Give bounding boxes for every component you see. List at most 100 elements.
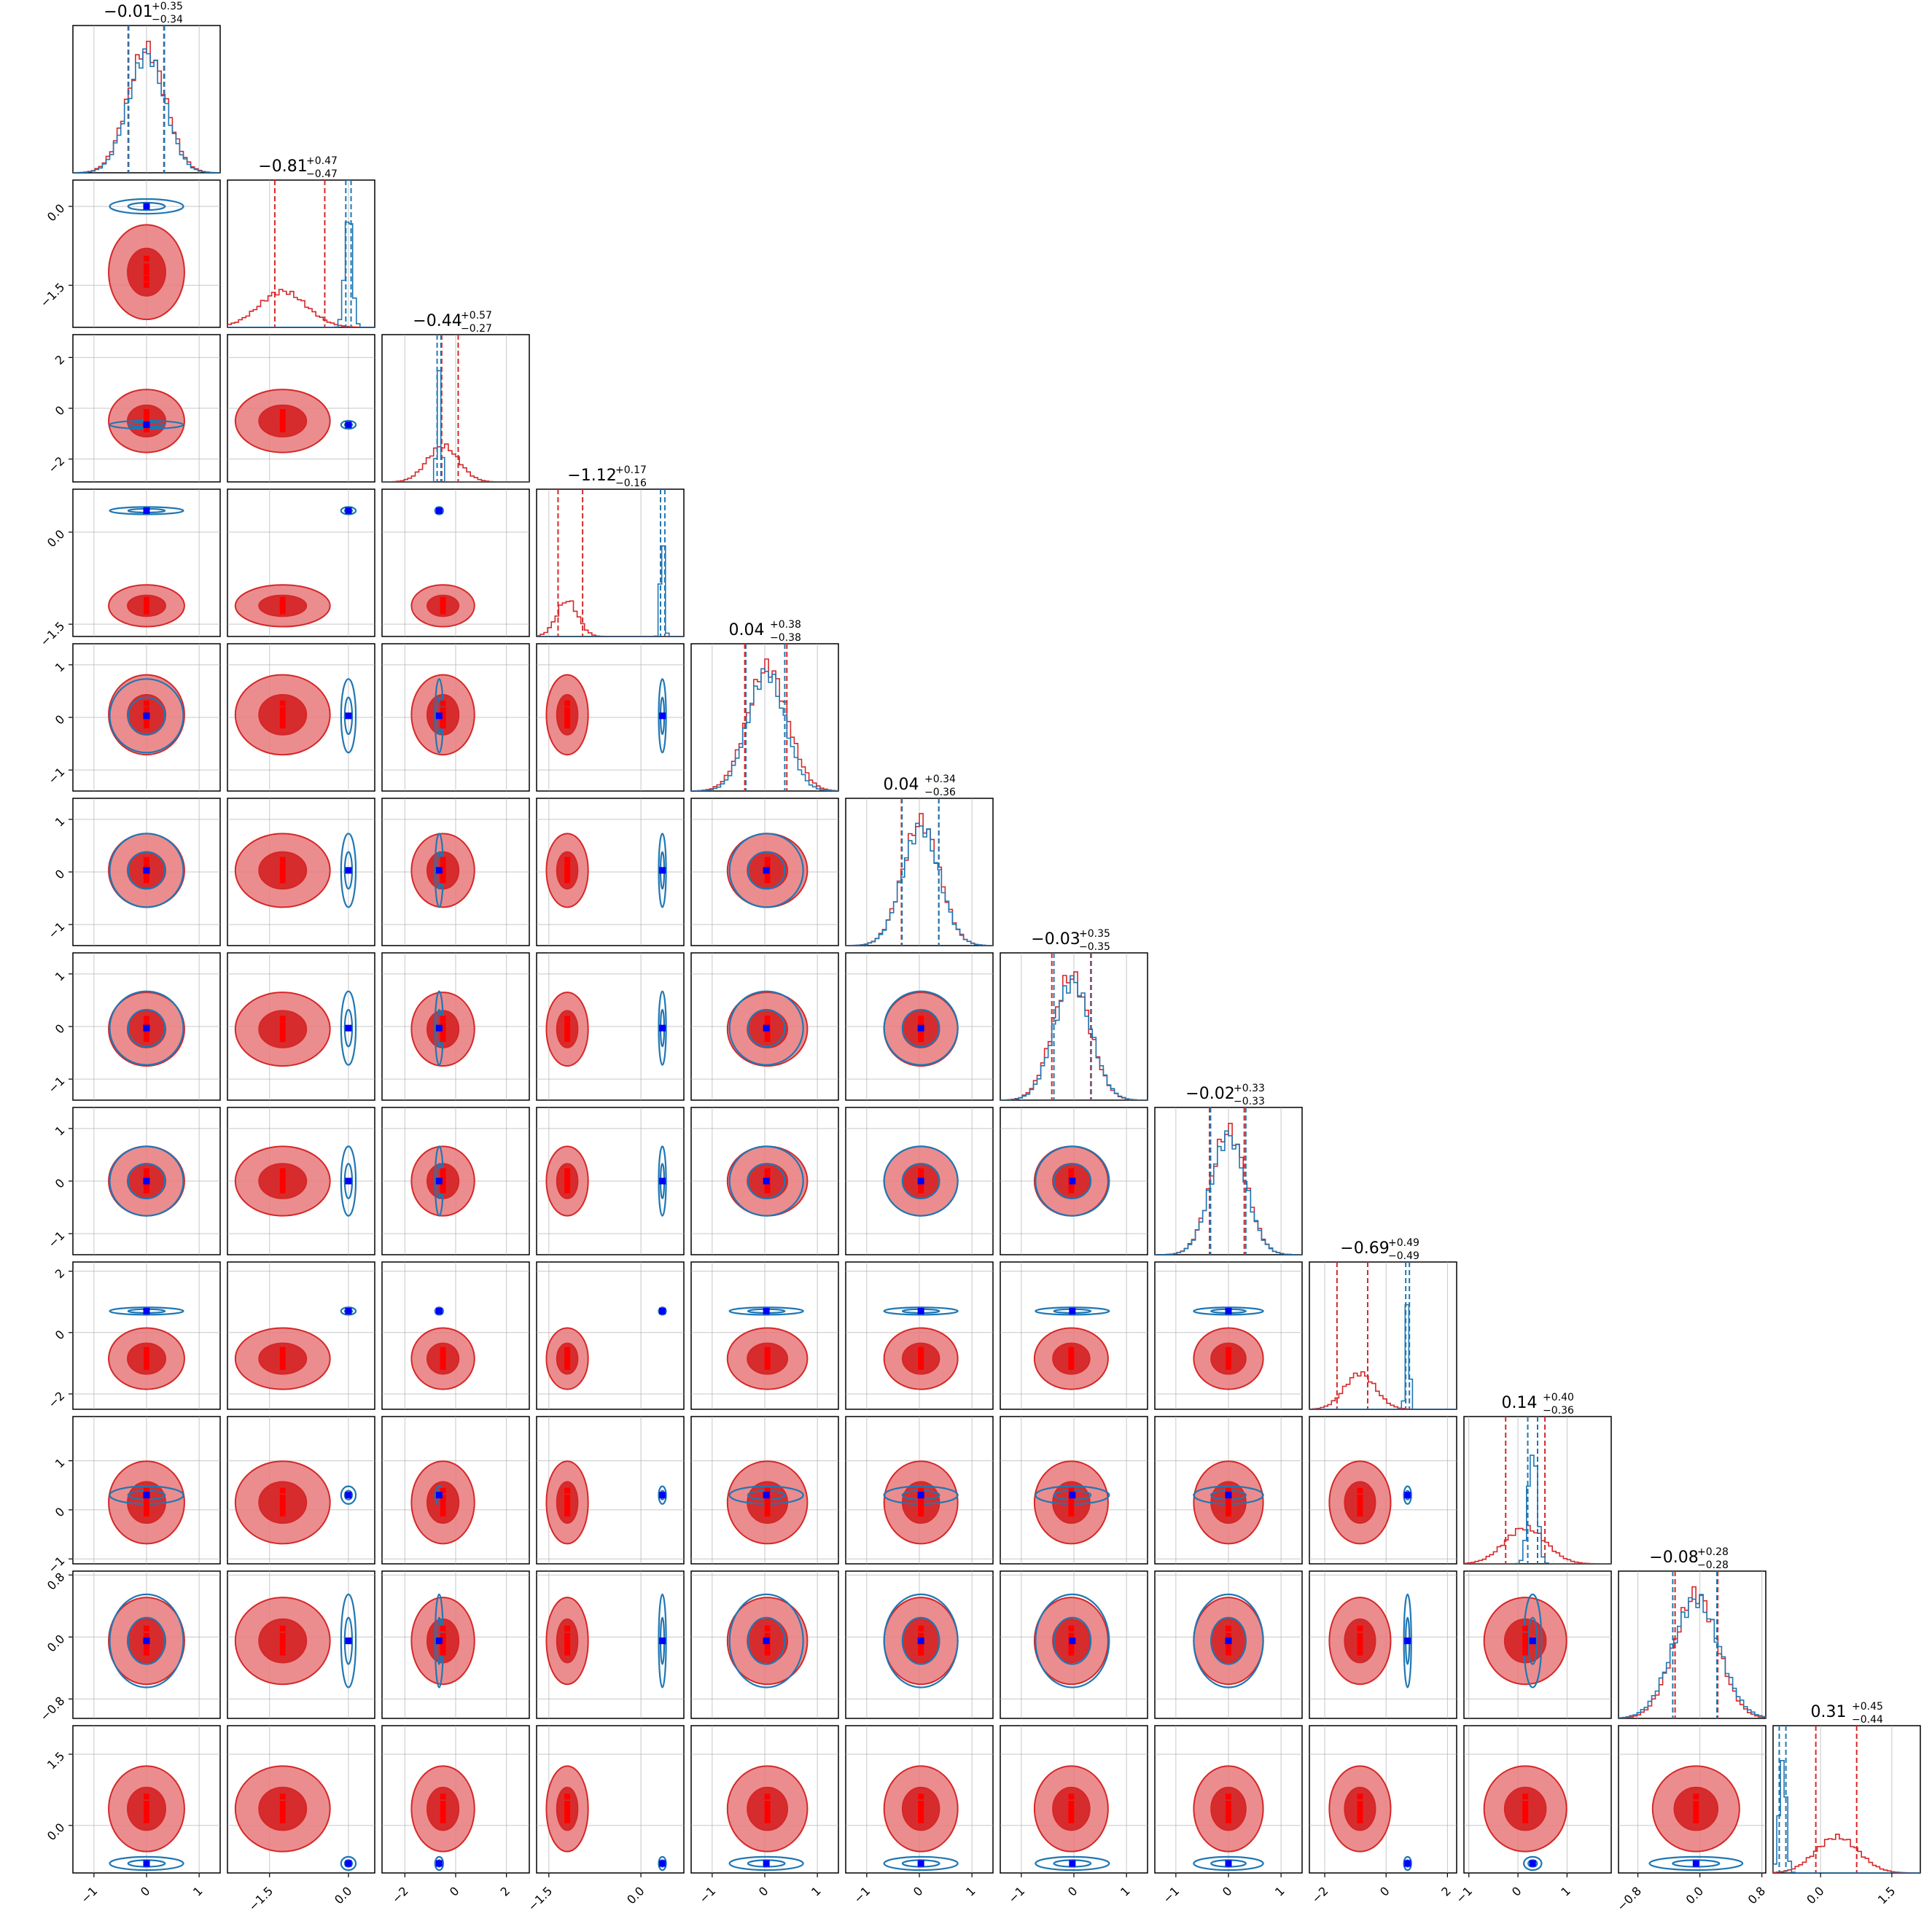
truth-red-marker: [1068, 1352, 1075, 1358]
panel-content: [227, 798, 375, 946]
histogram-red: [537, 600, 684, 636]
y-tick-label: 0: [52, 1021, 68, 1037]
truth-blue-marker: [345, 1860, 352, 1867]
y-tick-label: 0: [52, 403, 68, 418]
panel-4-0: −1 0 1: [45, 643, 221, 792]
panel-2-1: [227, 334, 375, 483]
contour-blue: [658, 678, 667, 754]
truth-red-marker: [144, 1800, 149, 1807]
histogram-blue: [382, 370, 529, 482]
truth-red-marker: [279, 409, 286, 416]
truth-red-marker: [1522, 1793, 1529, 1800]
truth-red-marker: [279, 862, 286, 869]
panel-6-3: [536, 952, 685, 1101]
truth-red-marker: [440, 1793, 446, 1800]
contour-blue: [1403, 1485, 1412, 1505]
contour-blue: [1193, 1855, 1264, 1871]
panel-content: [227, 1262, 375, 1409]
truth-red-marker: [279, 857, 286, 863]
contour-blue: [658, 1145, 667, 1217]
panel-content: [1000, 1571, 1148, 1718]
x-tick-label: 0.0: [1683, 1884, 1706, 1906]
truth-blue-marker: [345, 1024, 352, 1032]
panel-title-median: 0.04: [729, 621, 765, 639]
panel-content: [691, 1417, 838, 1564]
contour-blue: [340, 506, 357, 515]
contour-blue: [901, 1859, 940, 1868]
truth-blue-marker: [1404, 1637, 1411, 1645]
truth-blue-marker: [345, 1307, 352, 1314]
truth-red-marker: [144, 1649, 149, 1656]
truth-blue-marker: [659, 1307, 666, 1314]
x-tick-label: −1: [696, 1884, 718, 1906]
truth-red-marker: [764, 1036, 771, 1043]
panel-7-2: [381, 1107, 530, 1255]
truth-red-marker: [1357, 1649, 1363, 1656]
panel-7-5: [845, 1107, 994, 1255]
truth-blue-marker: [345, 712, 352, 720]
contour-blue: [109, 1306, 184, 1316]
truth-red-marker: [1522, 1625, 1529, 1632]
truth-red-marker: [1522, 1811, 1529, 1818]
y-tick-label: −1.5: [37, 619, 67, 649]
truth-red-marker: [1226, 1363, 1231, 1370]
panel-content: [846, 953, 993, 1100]
x-tick-label: 0.0: [332, 1884, 354, 1906]
y-tick-label: −2: [45, 1389, 67, 1411]
truth-blue-marker: [917, 1860, 924, 1867]
truth-blue-marker: [345, 1177, 352, 1185]
contour-blue: [127, 1008, 166, 1048]
y-tick-label: 0: [52, 1176, 68, 1191]
truth-red-marker: [1226, 1800, 1231, 1807]
truth-red-marker: [279, 722, 286, 729]
truth-red-marker: [1226, 1487, 1231, 1494]
contour-blue: [127, 1616, 166, 1665]
truth-red-marker: [144, 862, 149, 869]
truth-blue-marker: [1069, 1637, 1076, 1645]
truth-red-marker: [1068, 1363, 1075, 1370]
truth-red-marker: [918, 1511, 924, 1517]
y-tick-label: 2: [52, 352, 68, 367]
truth-blue-marker: [1529, 1637, 1536, 1645]
truth-red-marker: [1226, 1505, 1231, 1511]
truth-red-marker: [1068, 1625, 1075, 1632]
panel-title-minus: −0.38: [770, 632, 801, 644]
truth-red-marker: [564, 1793, 571, 1800]
contour-blue: [883, 1306, 959, 1316]
truth-red-marker: [1357, 1625, 1363, 1632]
contour-blue: [343, 851, 354, 890]
contour-blue: [901, 1616, 940, 1665]
truth-red-marker: [764, 1021, 771, 1028]
x-tick-label: 0: [1220, 1884, 1235, 1899]
panel-9-4: [690, 1416, 839, 1565]
panel-9-5: [845, 1416, 994, 1565]
contour-blue: [901, 1163, 940, 1199]
truth-blue-marker: [917, 1024, 924, 1032]
truth-blue-marker: [143, 203, 150, 210]
truth-red-marker: [1226, 1352, 1231, 1358]
contour-blue: [1053, 1163, 1092, 1199]
truth-red-marker: [279, 600, 286, 607]
truth-red-marker: [1068, 1360, 1075, 1366]
truth-blue-marker: [143, 867, 150, 874]
panel-4-2: [381, 643, 530, 792]
contour-blue: [340, 1593, 357, 1688]
truth-blue-marker: [143, 1024, 150, 1032]
panel-content: [537, 1107, 684, 1255]
panel-content: [691, 1262, 838, 1409]
y-tick-label: −1.5: [37, 280, 67, 310]
panel-content: [73, 1417, 220, 1564]
truth-blue-marker: [345, 1492, 352, 1499]
panel-content: [382, 798, 529, 946]
truth-red-marker: [144, 1811, 149, 1818]
truth-red-marker: [144, 1363, 149, 1370]
truth-red-marker: [279, 867, 286, 873]
panel-title-minus: −0.16: [615, 478, 647, 489]
y-tick-label: 0: [52, 1328, 68, 1343]
truth-red-marker: [764, 1643, 771, 1650]
contour-blue: [109, 1593, 184, 1688]
truth-red-marker: [279, 1649, 286, 1656]
truth-red-marker: [279, 712, 286, 718]
truth-red-marker: [279, 596, 286, 603]
truth-red-marker: [1226, 1811, 1231, 1818]
